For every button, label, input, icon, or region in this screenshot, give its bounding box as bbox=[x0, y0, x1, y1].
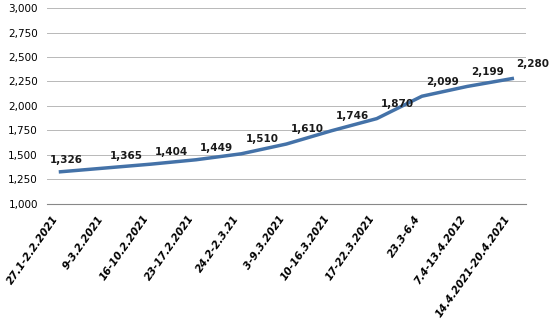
Text: 1,610: 1,610 bbox=[291, 124, 324, 134]
Text: 2,280: 2,280 bbox=[517, 59, 549, 69]
Text: 1,746: 1,746 bbox=[336, 111, 369, 121]
Text: 2,099: 2,099 bbox=[426, 77, 459, 87]
Text: 1,326: 1,326 bbox=[49, 155, 82, 165]
Text: 1,870: 1,870 bbox=[381, 99, 414, 109]
Text: 1,449: 1,449 bbox=[200, 143, 233, 153]
Text: 1,365: 1,365 bbox=[110, 151, 143, 161]
Text: 1,510: 1,510 bbox=[245, 134, 279, 144]
Text: 2,199: 2,199 bbox=[471, 67, 504, 77]
Text: 1,404: 1,404 bbox=[155, 147, 188, 157]
